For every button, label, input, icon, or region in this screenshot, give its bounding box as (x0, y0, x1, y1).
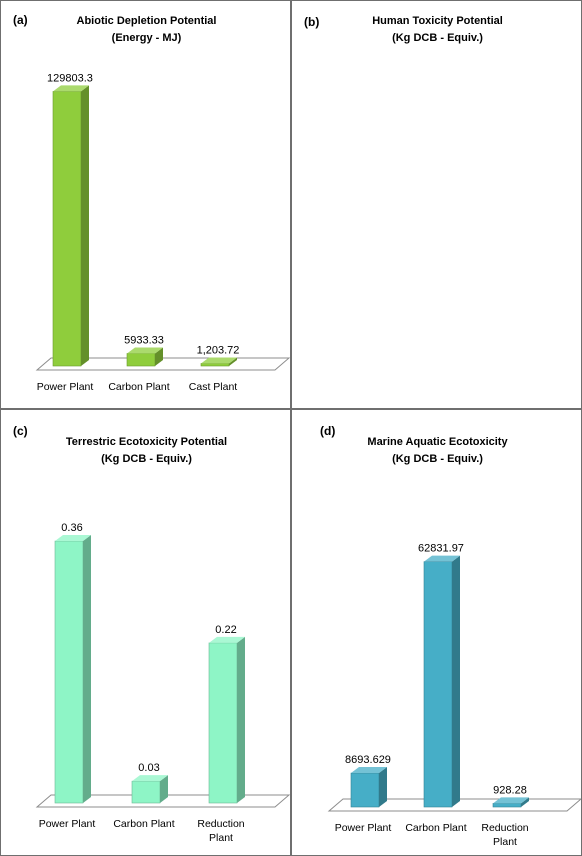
bar-2 (492, 797, 529, 808)
bar-front (350, 772, 380, 808)
data-label: 0.03 (138, 762, 159, 774)
bar-front (126, 353, 156, 367)
bar-0 (52, 85, 89, 367)
data-label: 0.22 (215, 624, 236, 636)
bar-chart-svg: 45.27Power Plant16081.29Carbon Plant1236… (292, 1, 582, 409)
tick-label: Carbon Plant (405, 822, 466, 834)
tick-label: Carbon Plant (113, 818, 174, 830)
data-label: 62831.97 (418, 543, 464, 555)
chart-title-block: Human Toxicity Potential (Kg DCB - Equiv… (292, 13, 581, 47)
bar-1 (423, 555, 460, 808)
panel-label: (c) (13, 424, 28, 438)
tick-label: Reduction Plant (481, 822, 528, 848)
bar-side (379, 767, 387, 807)
bar-1 (126, 347, 163, 367)
bar-side (83, 535, 91, 803)
bar-top (201, 357, 237, 364)
chart-title: Marine Aquatic Ecotoxicity (367, 436, 508, 448)
bar-front (423, 561, 453, 808)
chart-subtitle: (Kg DCB - Equiv.) (101, 453, 192, 465)
data-label: 129803.3 (47, 72, 93, 84)
data-label: 8693.629 (345, 754, 391, 766)
chart-panel-d: (d) Marine Aquatic Ecotoxicity (Kg DCB -… (291, 409, 582, 856)
bar-front (52, 91, 82, 367)
chart-title-block: Marine Aquatic Ecotoxicity (Kg DCB - Equ… (292, 434, 581, 468)
bar-top (209, 636, 245, 643)
bar-2 (200, 357, 237, 367)
bar-1 (131, 775, 168, 804)
chart-title: Human Toxicity Potential (372, 15, 503, 27)
bar-side (155, 347, 163, 366)
bar-chart-svg: 129803.3 Power Plant 5933.33 Carbon Plant 1,… (35, 72, 290, 393)
chart-subtitle: (Kg DCB - Equiv.) (392, 453, 483, 465)
bar-front (492, 803, 522, 808)
tick-label: Cast Plant (189, 381, 238, 393)
plot-area: 0.36 Power Plant 0.03 Carbon Plant 0.22 Reduc… (35, 522, 290, 844)
tick-label: Power Plant (37, 381, 94, 393)
bar-top (424, 555, 460, 562)
bar-side (237, 636, 245, 803)
bar-side (160, 775, 168, 803)
chart-subtitle: (Energy - MJ) (111, 32, 182, 44)
bar-top (55, 535, 91, 541)
bar-chart-svg: 8693.629 Power Plant 62831.97 Carbon Plant 9… (327, 543, 581, 848)
bar-top (493, 797, 529, 804)
panel-label: (d) (320, 424, 336, 438)
bar-side (452, 555, 460, 807)
bar-0 (350, 767, 387, 808)
tick-label: Reduction Plant (197, 818, 244, 844)
chart-panel-c: (c) Terrestric Ecotoxicity Potential (Kg… (0, 409, 291, 856)
panel-label: (a) (13, 13, 28, 27)
data-label: 0.36 (61, 522, 82, 534)
bar-side (81, 85, 89, 366)
bar-chart-svg: 0.36 Power Plant 0.03 Carbon Plant 0.22 Reduc… (35, 522, 290, 844)
chart-title-block: Terrestric Ecotoxicity Potential (Kg DCB… (1, 434, 290, 468)
tick-label: Carbon Plant (108, 381, 169, 393)
bar-top (53, 85, 89, 92)
bar-front (54, 540, 84, 804)
bar-top (127, 347, 163, 354)
bar-side (229, 357, 237, 366)
chart-title-block: Abiotic Depletion Potential (Energy - MJ… (1, 13, 290, 47)
tick-label: Power Plant (39, 818, 96, 830)
data-label: 1,203.72 (197, 344, 240, 356)
bar-side (521, 797, 529, 807)
bar-front (200, 363, 230, 367)
chart-subtitle: (Kg DCB - Equiv.) (392, 32, 483, 44)
chart-panel-b: (b) Human Toxicity Potential (Kg DCB - E… (291, 0, 582, 409)
bar-top (132, 775, 168, 782)
bar-0 (54, 535, 91, 804)
bar-front (208, 642, 238, 804)
bar-2 (208, 636, 245, 804)
bar-front (131, 780, 161, 804)
tick-label: Power Plant (335, 822, 392, 834)
bar-top (351, 767, 387, 774)
chart-title: Terrestric Ecotoxicity Potential (65, 436, 228, 448)
chart-panel-a: (a) Abiotic Depletion Potential (Energy … (0, 0, 291, 409)
chart-title: Abiotic Depletion Potential (76, 15, 217, 27)
plot-area: 129803.3 Power Plant 5933.33 Carbon Plant 1,… (35, 72, 290, 393)
data-label: 928.28 (493, 784, 527, 796)
panel-label: (b) (304, 15, 320, 29)
plot-area: 8693.629 Power Plant 62831.97 Carbon Plant 9… (327, 543, 581, 848)
data-label: 5933.33 (124, 334, 164, 346)
